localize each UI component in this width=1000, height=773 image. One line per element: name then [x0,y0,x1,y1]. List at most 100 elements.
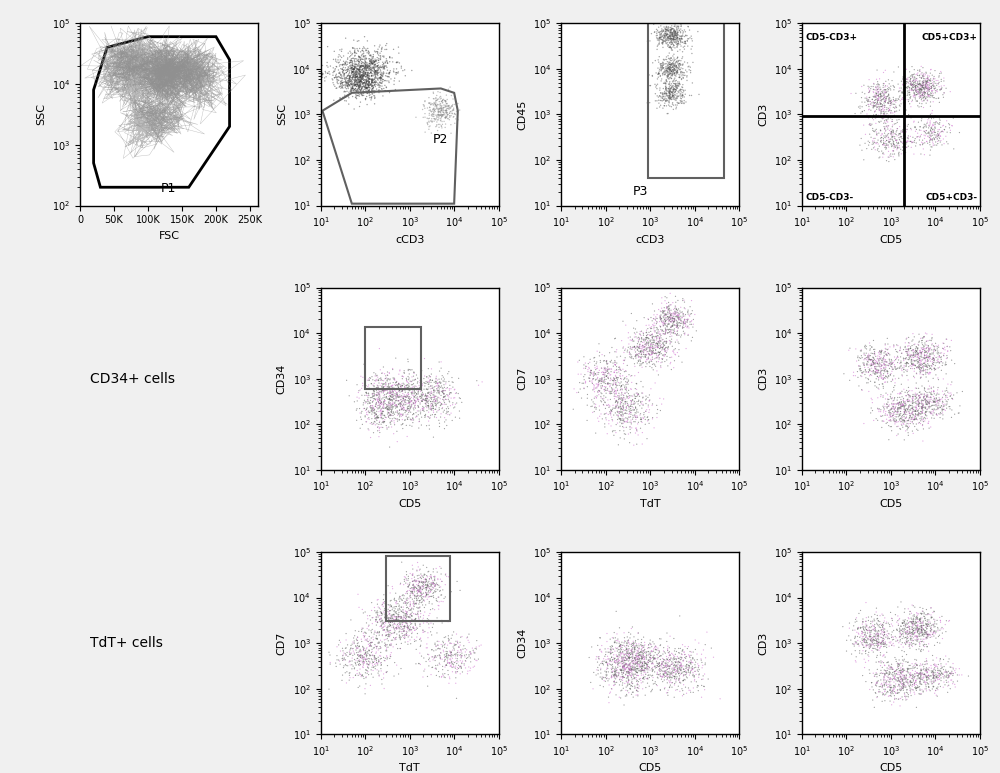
Point [362,417,378,430]
Point [358,389,374,401]
Point [357,56,373,68]
Point [415,580,431,592]
Point [895,111,911,124]
Point [364,645,380,658]
Point [916,401,932,414]
Point [905,136,921,148]
Point [648,344,664,356]
Point [667,93,683,105]
Point [886,359,902,371]
Point [368,70,384,83]
Point [851,100,867,113]
Point [887,405,903,417]
Point [348,65,364,77]
Point [676,688,692,700]
Point [916,639,932,652]
Point [668,656,684,668]
Point [879,398,895,410]
Point [668,29,684,41]
Point [638,349,654,361]
Point [367,407,383,419]
Point [871,404,887,416]
Point [675,315,691,328]
Point [661,85,677,97]
Point [667,311,683,323]
Point [903,685,919,697]
Point [660,640,676,652]
Point [373,66,389,79]
Point [667,666,683,678]
Point [650,644,666,656]
Point [414,411,430,424]
Point [359,634,375,646]
Point [879,359,895,371]
Point [908,84,924,97]
Point [660,24,676,36]
Point [680,320,696,332]
Point [857,364,873,376]
Point [393,391,409,404]
Point [684,89,700,101]
Point [608,384,624,397]
Point [352,43,368,55]
Point [350,85,366,97]
Point [849,630,865,642]
Point [669,666,685,678]
Point [649,411,665,424]
Point [631,328,647,340]
Point [660,31,676,43]
Point [868,97,884,110]
Point [875,105,891,117]
Point [352,70,368,83]
Point [867,366,883,378]
Point [901,391,917,404]
Point [362,62,378,74]
Point [351,35,367,47]
Point [933,121,949,134]
Point [891,399,907,411]
Point [658,21,674,33]
Point [346,69,362,81]
Point [944,674,960,686]
Point [351,80,367,93]
Point [908,412,924,424]
Point [899,684,915,696]
Point [374,393,390,405]
Point [376,398,392,410]
Point [880,343,896,356]
Point [345,69,361,81]
Point [607,666,623,679]
Point [899,618,915,630]
Point [361,374,377,386]
Point [646,325,662,337]
Point [869,676,885,689]
Point [897,395,913,407]
Point [352,652,368,664]
Point [351,81,367,94]
Point [345,83,361,95]
Point [684,652,700,664]
Point [360,63,376,76]
Point [888,675,904,687]
Point [434,670,450,683]
Point [613,656,629,668]
Point [614,639,630,652]
Point [911,359,927,372]
Point [651,346,667,359]
Point [325,73,341,86]
Point [427,584,443,597]
Point [905,390,921,403]
Point [664,662,680,674]
Point [412,590,428,602]
Point [373,421,389,434]
Point [629,646,645,659]
Point [917,85,933,97]
Point [890,402,906,414]
Point [349,62,365,74]
Point [646,18,662,30]
Point [670,77,686,90]
Point [582,375,598,387]
Point [939,340,955,352]
Point [660,645,676,657]
Point [620,634,636,646]
